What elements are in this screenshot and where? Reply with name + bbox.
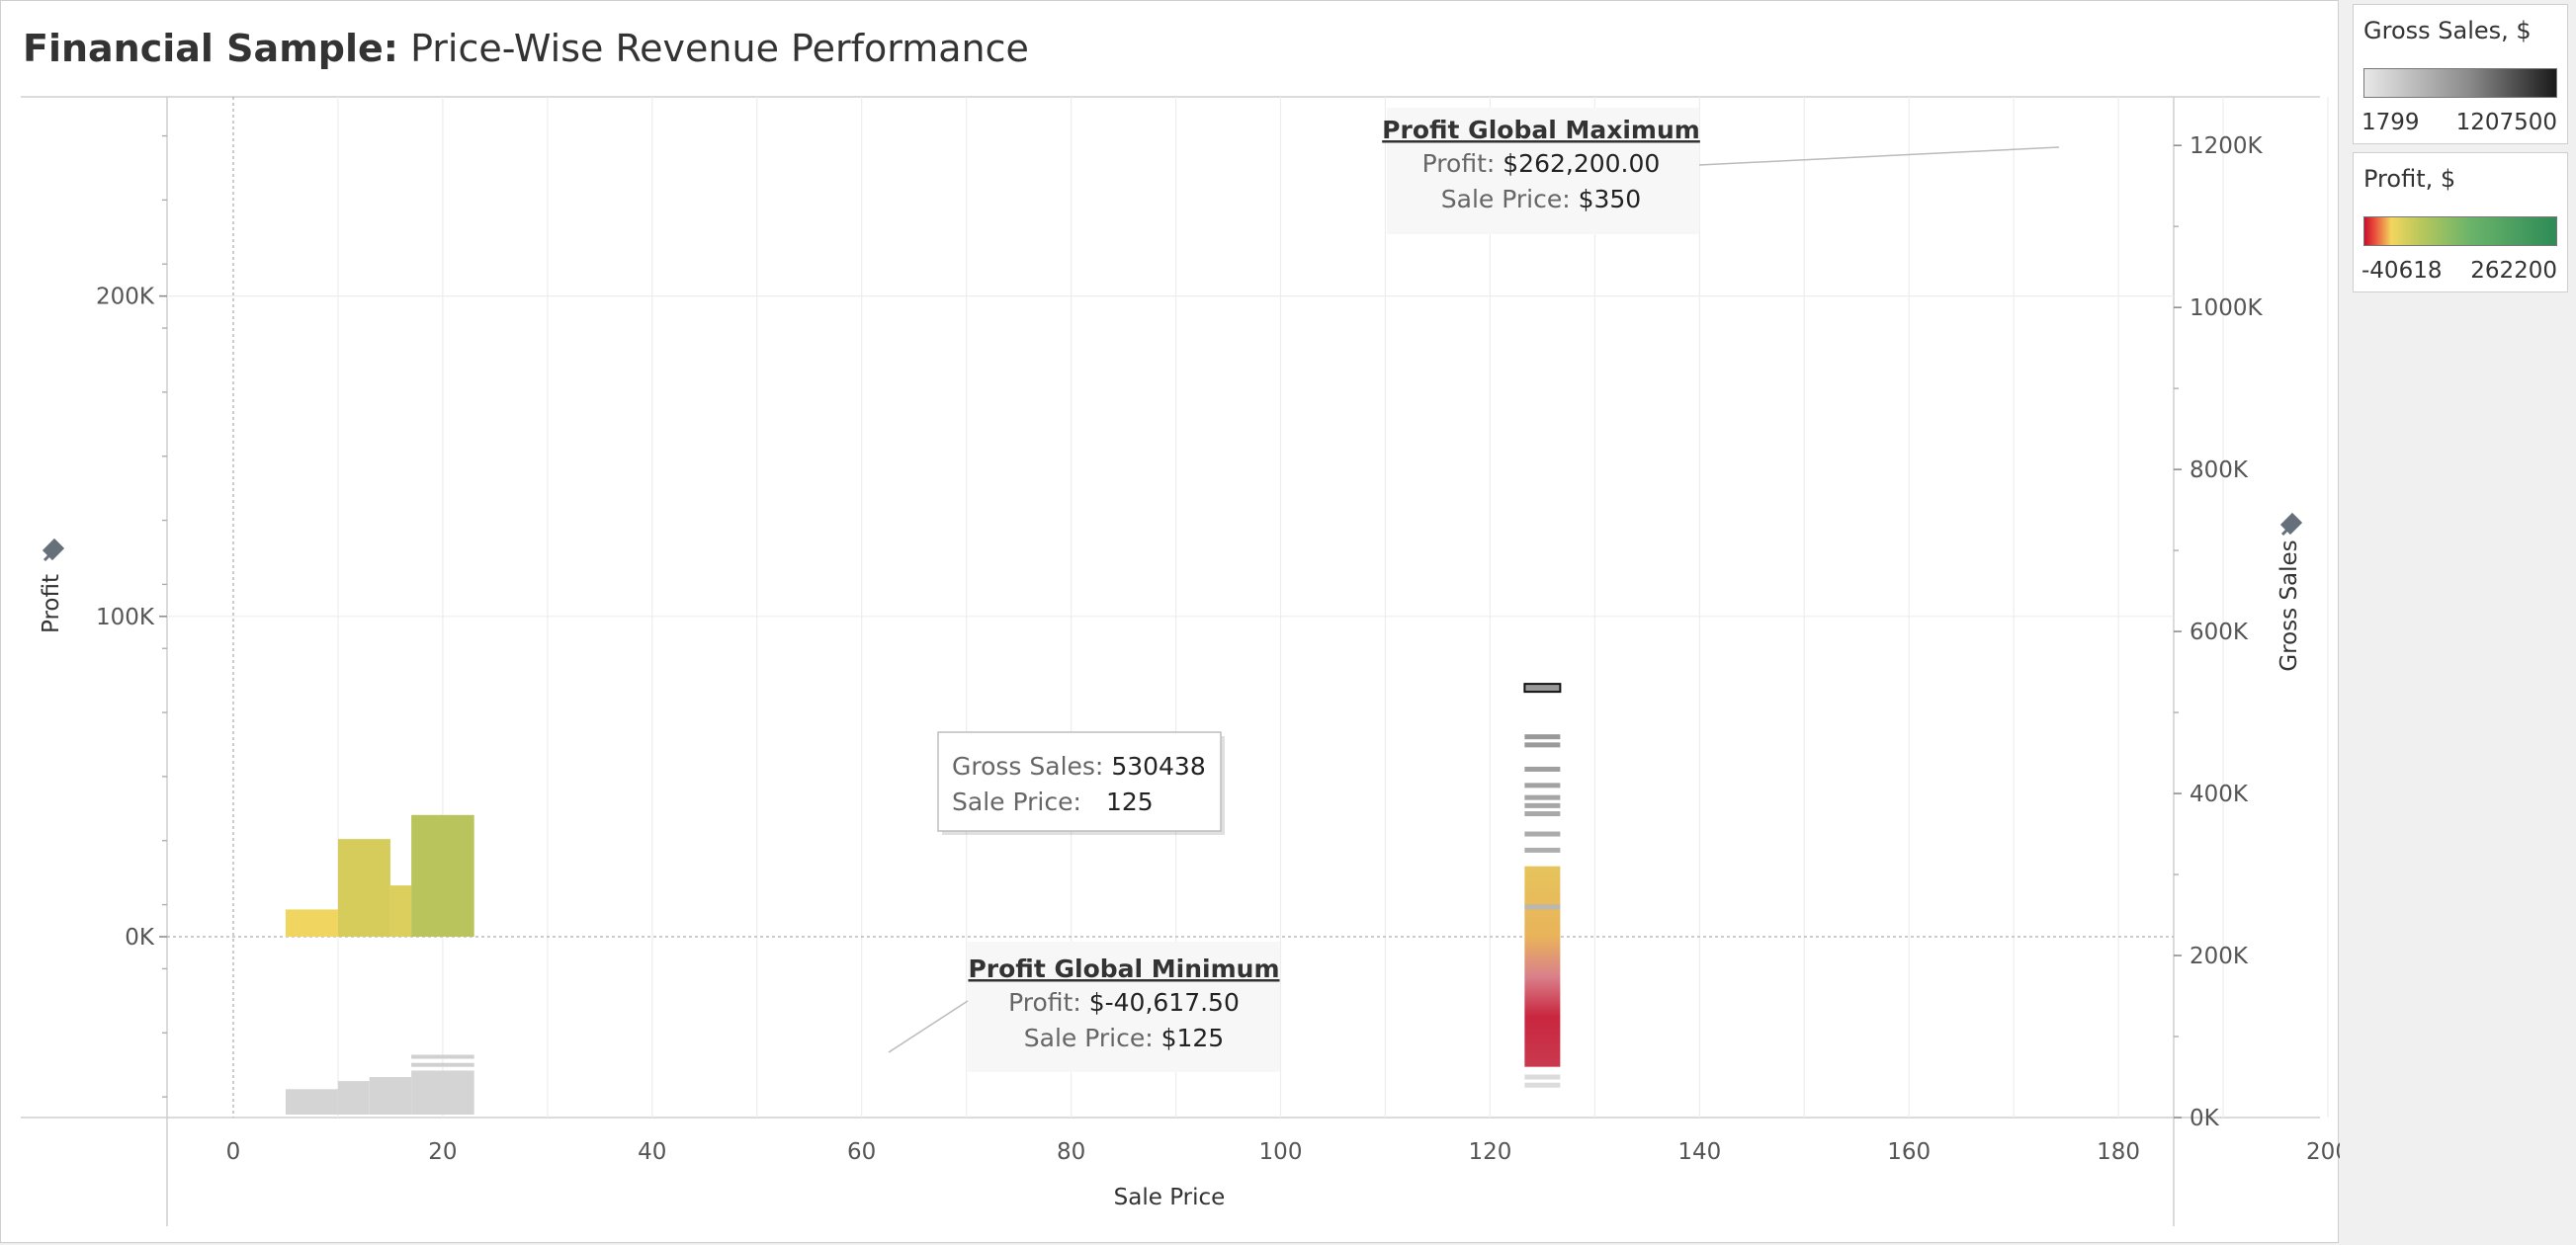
annotation-min-box (968, 942, 1280, 1072)
profit-bar (411, 814, 474, 937)
page-title: Financial Sample: Price-Wise Revenue Per… (23, 27, 1029, 70)
annotation-max-price: Sale Price: $350 (1441, 185, 1641, 213)
annotation-min-title: Profit Global Minimum (968, 954, 1279, 983)
annotation-max-profit-label: Profit: (1422, 149, 1503, 178)
y-left-tick-label: 100K (96, 605, 155, 630)
y-right-tick-label: 200K (2190, 944, 2249, 969)
legend-gross-sales-max: 1207500 (2455, 110, 2557, 135)
gross-sales-mark (411, 1062, 474, 1067)
tooltip-gross-sales-value: 530438 (1111, 752, 1205, 781)
chart-panel: Financial Sample: Price-Wise Revenue Per… (0, 0, 2340, 1243)
y-right-tick-label: 1200K (2190, 133, 2264, 159)
y-right-tick-label: 600K (2190, 620, 2249, 645)
x-tick-label: 20 (428, 1139, 457, 1165)
profit-column (1524, 866, 1561, 1067)
x-tick-label: 80 (1057, 1139, 1085, 1165)
pin-icon (42, 538, 65, 562)
tooltip-gross-sales-label: Gross Sales: (952, 752, 1111, 781)
y-left-tick-label: 200K (96, 285, 155, 310)
legend-profit[interactable]: Profit, $ -40618 262200 (2353, 152, 2568, 292)
legend-profit-title: Profit, $ (2363, 165, 2456, 193)
pin-icon (2279, 512, 2303, 537)
x-tick-label: 180 (2097, 1139, 2140, 1165)
legend-profit-min: -40618 (2361, 258, 2443, 284)
annotation-max-connector (1698, 146, 2060, 166)
gross-sales-mark (1524, 811, 1561, 817)
annotation-max-price-value: $350 (1579, 185, 1642, 213)
legend-gross-sales-title: Gross Sales, $ (2363, 17, 2532, 44)
y-right-tick-label: 1000K (2190, 295, 2264, 321)
profit-bar (389, 885, 412, 937)
gross-sales-mark (1524, 802, 1561, 808)
title-rest: Price-Wise Revenue Performance (397, 27, 1029, 70)
profit-bar (337, 839, 390, 937)
tooltip-sale-price: Sale Price: 125 (952, 788, 1154, 816)
gross-sales-mark (1524, 831, 1561, 837)
x-tick-label: 0 (226, 1139, 241, 1165)
legend-gross-sales-min: 1799 (2361, 110, 2420, 135)
tooltip-sale-price-value: 125 (1106, 788, 1154, 816)
y-right-tick-label: 800K (2190, 457, 2249, 483)
gross-sales-mark (1524, 742, 1561, 748)
y-right-tick-label: 0K (2190, 1106, 2220, 1131)
gross-sales-mark (1524, 734, 1561, 740)
y-right-axis-label: Gross Sales (2276, 540, 2302, 671)
annotation-min-profit-label: Profit: (1008, 988, 1089, 1017)
annotation-min-price-value: $125 (1161, 1024, 1225, 1052)
legend-profit-colorbar (2363, 216, 2557, 246)
annotation-min-profit: Profit: $-40,617.50 (1008, 988, 1240, 1017)
annotation-min-price-label: Sale Price: (1024, 1024, 1161, 1052)
gross-sales-step (285, 1089, 338, 1115)
x-tick-label: 140 (1677, 1139, 1721, 1165)
gross-sales-step (369, 1077, 412, 1115)
annotation-max-price-label: Sale Price: (1441, 185, 1579, 213)
annotation-min-connector (888, 1000, 969, 1053)
x-tick-label: 120 (1468, 1139, 1511, 1165)
chart: 0204060801001201401601802002202402602803… (21, 96, 2340, 1226)
x-tick-label: 200 (2306, 1139, 2340, 1165)
annotation-max-title: Profit Global Maximum (1382, 116, 1700, 144)
y-left-tick-label: 0K (125, 925, 155, 951)
title-bold: Financial Sample: (23, 27, 398, 70)
tooltip-sale-price-label: Sale Price: (952, 788, 1089, 816)
gross-sales-mark (1524, 783, 1561, 788)
x-tick-label: 100 (1259, 1139, 1303, 1165)
tooltip-box (937, 731, 1222, 832)
legend-gross-sales[interactable]: Gross Sales, $ 1799 1207500 (2353, 4, 2568, 144)
x-tick-label: 160 (1887, 1139, 1931, 1165)
gross-sales-mark (1524, 847, 1561, 853)
x-tick-label: 40 (638, 1139, 666, 1165)
annotation-min-price: Sale Price: $125 (1024, 1024, 1224, 1052)
gross-sales-mark (1524, 766, 1561, 772)
annotation-max-box (1387, 108, 1699, 234)
legend-profit-max: 262200 (2470, 258, 2557, 284)
gross-sales-mark (1524, 794, 1561, 800)
gross-sales-mark (411, 1054, 474, 1059)
legend-gross-sales-colorbar (2363, 68, 2557, 98)
gross-sales-mark (1524, 1082, 1561, 1088)
annotation-max-profit: Profit: $262,200.00 (1422, 149, 1661, 178)
y-left-axis-label: Profit (39, 574, 64, 633)
tooltip-gross-sales: Gross Sales: 530438 (952, 752, 1206, 781)
gross-sales-mark (1524, 1074, 1561, 1080)
gross-sales-mark (1524, 904, 1561, 910)
selected-gross-mark (1523, 683, 1562, 694)
profit-bar (285, 909, 338, 937)
annotation-min-profit-value: $-40,617.50 (1089, 988, 1240, 1017)
y-right-tick-label: 400K (2190, 782, 2249, 807)
annotation-max-profit-value: $262,200.00 (1503, 149, 1660, 178)
gross-sales-step (337, 1081, 370, 1115)
x-tick-label: 60 (847, 1139, 876, 1165)
x-axis-label: Sale Price (1114, 1185, 1226, 1210)
gross-sales-step (411, 1070, 474, 1115)
